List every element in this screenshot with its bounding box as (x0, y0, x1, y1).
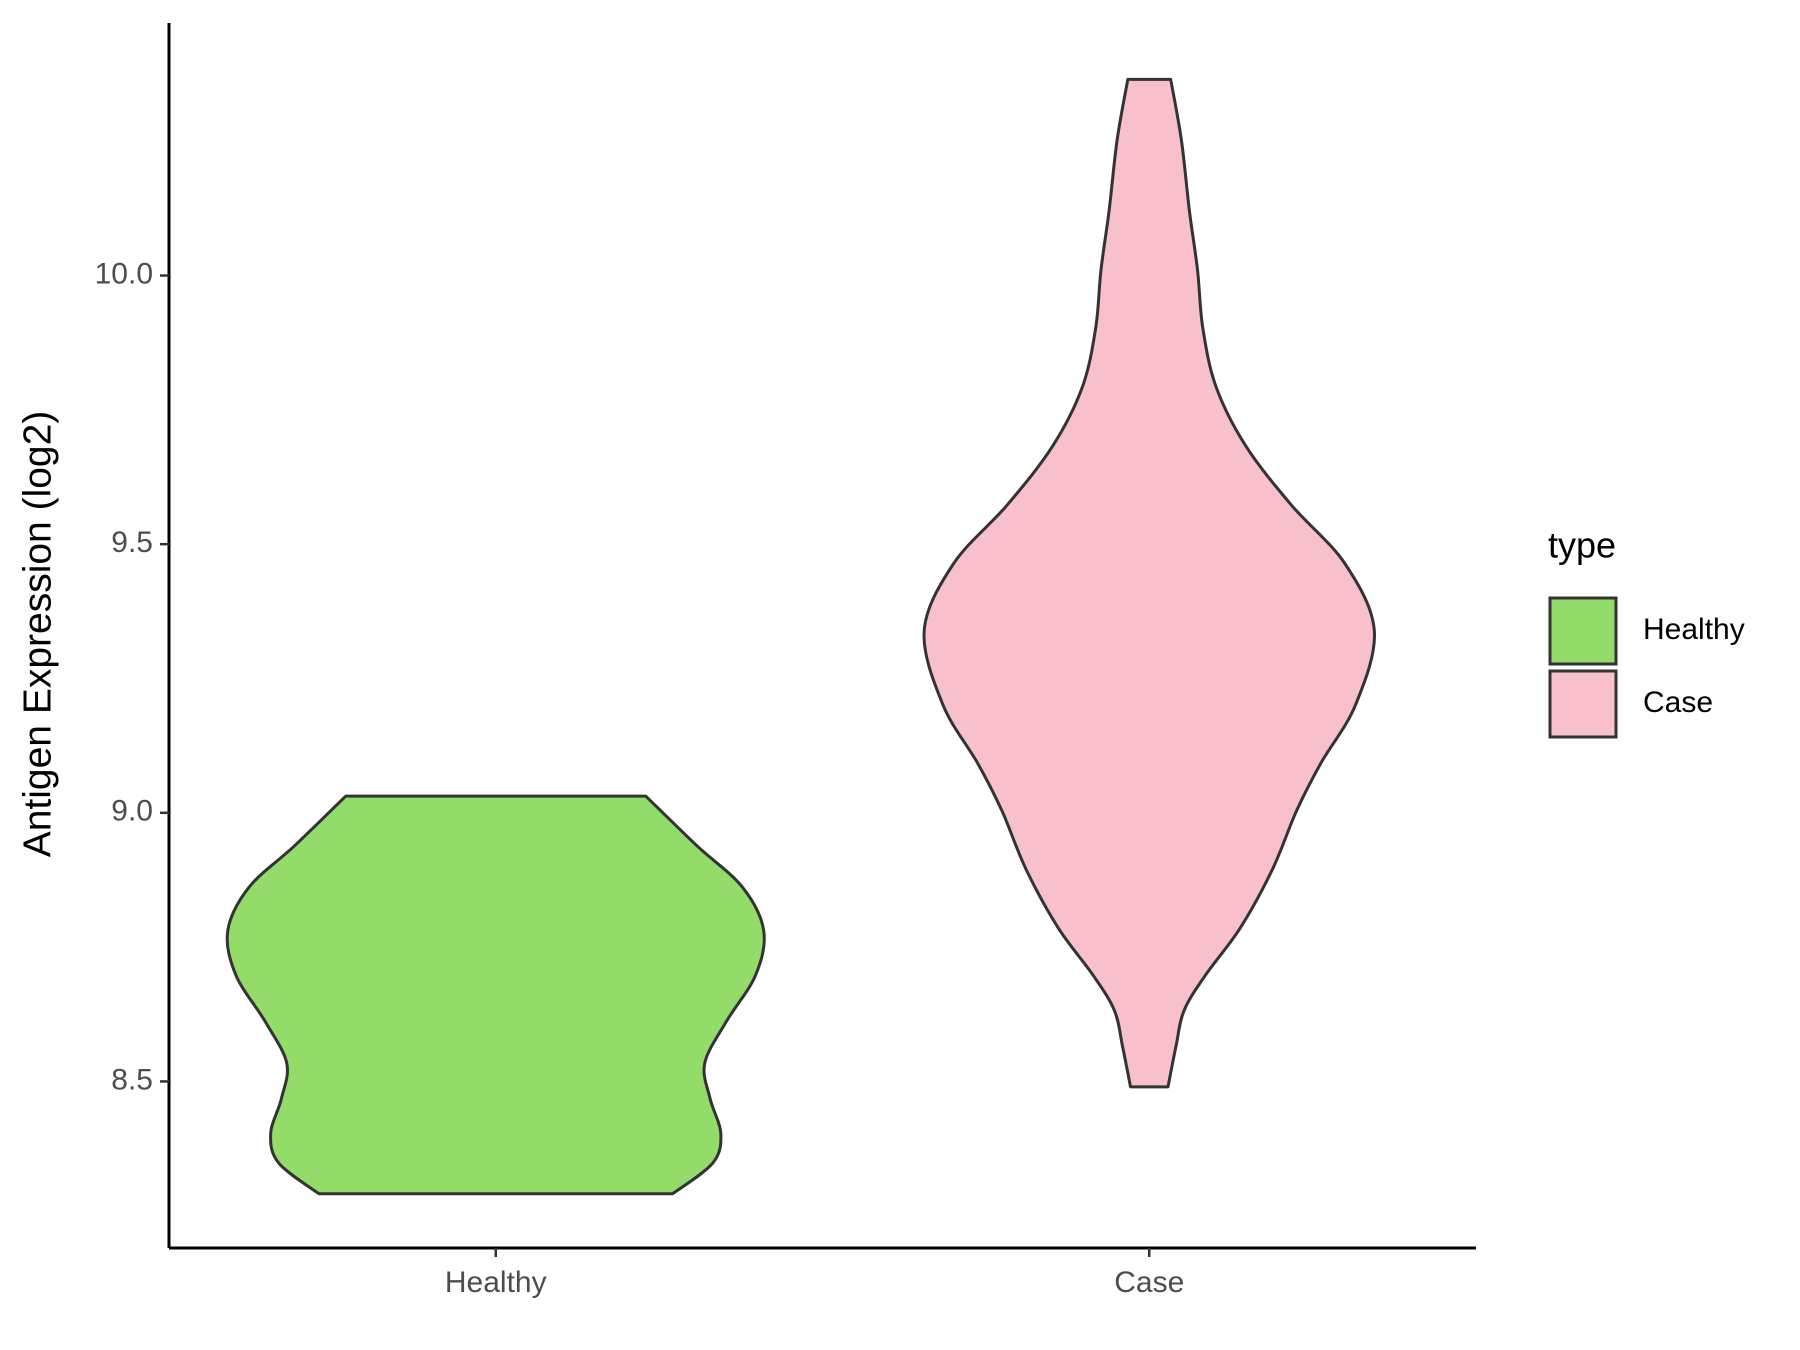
legend-title: type (1548, 525, 1616, 566)
y-tick-label: 9.0 (111, 795, 153, 828)
legend-key (1548, 596, 1618, 666)
y-tick-label: 8.5 (111, 1063, 153, 1096)
x-tick-label: Case (1114, 1266, 1184, 1299)
violin (225, 794, 766, 1196)
x-tick-label: Healthy (445, 1266, 547, 1299)
y-axis-title: Antigen Expression (log2) (16, 411, 59, 858)
violin (922, 77, 1376, 1089)
y-tick-label: 10.0 (95, 257, 153, 290)
y-tick-label: 9.5 (111, 526, 153, 559)
legend-label: Healthy (1643, 613, 1745, 646)
legend-key (1548, 669, 1618, 739)
legend-label: Case (1643, 686, 1713, 719)
